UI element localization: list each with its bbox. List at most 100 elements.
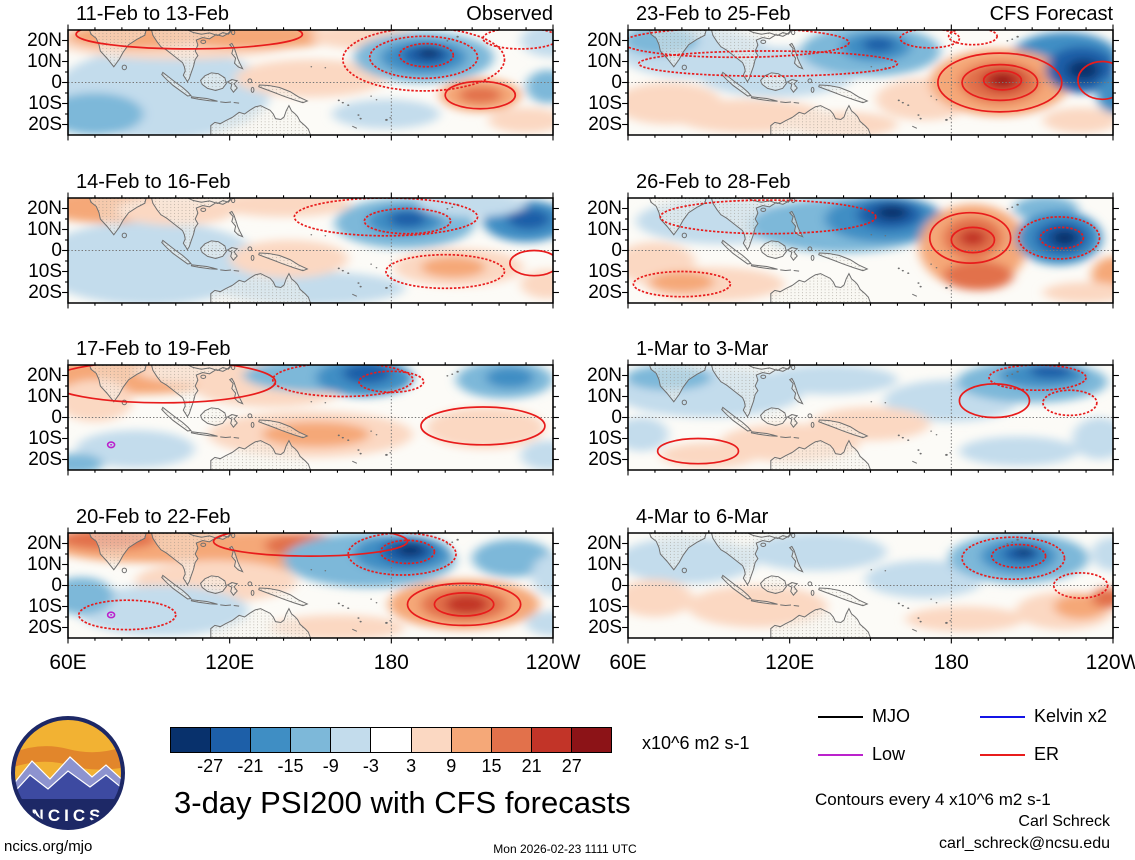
anomaly-blob — [1016, 547, 1033, 557]
anomaly-blob — [342, 365, 392, 384]
y-tick-label: 20S — [28, 113, 62, 135]
y-tick-label: 20N — [27, 29, 62, 51]
contour-line — [49, 361, 275, 403]
anomaly-blob — [458, 86, 502, 104]
anomaly-blob — [1042, 107, 1113, 133]
ncics-logo: NCICS — [11, 716, 125, 830]
anomaly-blob — [959, 229, 987, 247]
contour-line — [370, 36, 478, 78]
site-url: ncics.org/mjo — [4, 838, 93, 855]
map-panel: 4-Mar to 6-Mar 20N 10N 0 10S 20S — [587, 506, 1113, 638]
legend-item-low: Low — [818, 744, 980, 765]
y-tick-label: 0 — [611, 574, 622, 596]
er-wave-contours — [79, 527, 521, 630]
contour-line — [633, 272, 730, 297]
colorbar: -27 -21 -15 -9 -3 3 9 15 21 27 — [170, 727, 612, 777]
axis-ticks — [622, 193, 1119, 309]
contour-line — [1043, 390, 1097, 415]
anomaly-blob — [526, 69, 553, 104]
y-tick-label: 10N — [27, 50, 62, 72]
anomaly-blob — [332, 99, 440, 129]
legend-label: MJO — [872, 706, 910, 726]
wave-legend: MJO Kelvin x2 Low ER — [818, 706, 1135, 765]
anomaly-blob — [76, 430, 195, 468]
contour-line — [76, 20, 302, 49]
contour-line — [658, 439, 739, 464]
ncics-logo-text: NCICS — [32, 806, 105, 825]
anomaly-blob — [418, 47, 440, 59]
contour-line — [1078, 62, 1127, 100]
kelvin-line-swatch — [980, 715, 1025, 718]
y-tick-label: 10N — [587, 50, 622, 72]
contour-line — [984, 71, 1022, 90]
panel-date-range: 11-Feb to 13-Feb — [76, 3, 230, 25]
panel-date-range: 26-Feb to 28-Feb — [636, 171, 791, 193]
y-axis-labels: 20N 10N 0 10S 20S — [18, 365, 64, 470]
colorbar-segment — [171, 728, 212, 752]
anomaly-blob — [1029, 365, 1073, 379]
y-tick-label: 0 — [51, 574, 62, 596]
map-plot — [628, 365, 1113, 470]
anomaly-blob — [811, 407, 930, 441]
colorbar-tick-label: 9 — [446, 756, 457, 776]
map-panel: 23-Feb to 25-Feb CFS Forecast 20N 10N 0 10S… — [587, 3, 1113, 135]
colorbar-segment — [531, 728, 572, 752]
anomaly-blob — [68, 577, 114, 615]
anomaly-blob — [472, 539, 553, 578]
x-tick-label: 60E — [609, 651, 647, 674]
y-tick-label: 10S — [28, 92, 62, 114]
colorbar-segment — [211, 728, 252, 752]
contour-line — [214, 527, 408, 556]
legend-label: Kelvin x2 — [1034, 706, 1108, 726]
y-axis-labels: 20N 10N 0 10S 20S — [18, 533, 64, 638]
low-marker — [108, 612, 115, 617]
legend-label: ER — [1034, 744, 1060, 764]
y-tick-label: 20S — [28, 448, 62, 470]
contour-line — [938, 53, 1062, 112]
anomaly-blob — [660, 442, 758, 468]
contour-line — [421, 407, 545, 445]
map-panel: 11-Feb to 13-Feb Observed 20N 10N 0 10S 20S — [27, 3, 553, 135]
figure-title: 3-day PSI200 with CFS forecasts — [174, 785, 631, 820]
contour-line — [79, 600, 176, 629]
contour-line — [364, 209, 450, 234]
y-axis-labels: 20N 10N 0 10S 20S — [578, 533, 624, 638]
anomaly-blob — [1051, 229, 1078, 247]
anomaly-blob — [943, 261, 1014, 291]
y-tick-label: 20S — [588, 616, 622, 638]
contour-line — [399, 44, 453, 67]
colorbar-tick-label: -3 — [362, 756, 379, 776]
low-line-swatch — [818, 753, 863, 756]
y-tick-label: 10N — [27, 553, 62, 575]
er-wave-contours — [623, 28, 1127, 112]
colorbar-segment — [491, 728, 532, 752]
map-panel: 20-Feb to 22-Feb 20N 10N 0 10S 20S — [27, 506, 553, 638]
x-tick-label: 180 — [373, 651, 409, 674]
colorbar-segment — [451, 728, 492, 752]
anomaly-blob — [1042, 282, 1113, 303]
anomaly-blob — [1067, 59, 1100, 81]
anomaly-blob — [628, 579, 693, 617]
y-axis-labels: 20N 10N 0 10S 20S — [18, 198, 64, 303]
anomaly-blob — [746, 533, 887, 571]
map-plot — [68, 30, 553, 135]
er-wave-contours — [658, 365, 1097, 464]
y-axis-labels: 20N 10N 0 10S 20S — [18, 30, 64, 135]
y-tick-label: 10S — [28, 595, 62, 617]
colorbar-tick-label: 27 — [561, 756, 582, 776]
contour-line — [930, 213, 1011, 263]
colorbar-segment — [411, 728, 452, 752]
y-tick-label: 20S — [588, 113, 622, 135]
anomaly-blob — [993, 75, 1012, 86]
y-tick-label: 10S — [28, 427, 62, 449]
wave-markers — [108, 442, 115, 447]
low-marker-dot — [110, 443, 113, 446]
contour-line — [273, 363, 413, 397]
y-tick-label: 20N — [27, 364, 62, 386]
contour-line — [1019, 217, 1100, 259]
contour-interval-note: Contours every 4 x10^6 m2 s-1 — [815, 790, 1051, 809]
y-tick-label: 0 — [51, 406, 62, 428]
y-tick-label: 10N — [27, 385, 62, 407]
y-tick-label: 20N — [587, 29, 622, 51]
